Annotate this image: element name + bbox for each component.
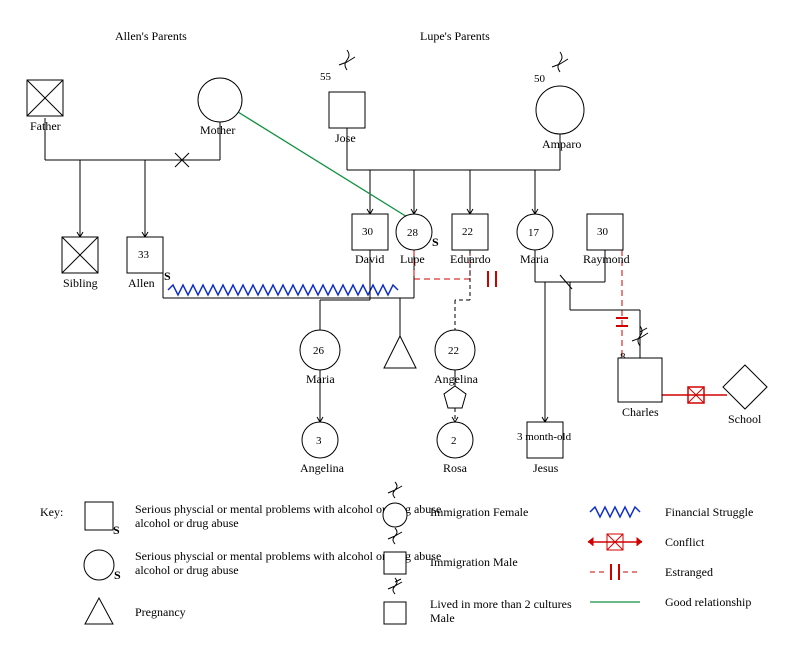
svg-text:Conflict: Conflict: [665, 535, 705, 549]
svg-text:S: S: [164, 269, 171, 283]
title-allen: Allen's Parents: [115, 29, 187, 43]
node-amparo: 50 Amparo: [534, 52, 584, 151]
svg-text:Lived in more than 2 cultures: Lived in more than 2 cultures: [430, 597, 572, 611]
legend-good: Good relationship: [590, 595, 751, 609]
svg-text:Pregnancy: Pregnancy: [135, 605, 186, 619]
svg-text:55: 55: [320, 71, 332, 83]
legend-multi-male: Lived in more than 2 cultures Male: [384, 578, 572, 625]
svg-text:Lupe: Lupe: [400, 252, 425, 266]
svg-text:Financial Struggle: Financial Struggle: [665, 505, 753, 519]
node-jose: 55 Jose: [320, 50, 365, 145]
svg-text:Angelina: Angelina: [434, 372, 479, 386]
node-school: School: [723, 365, 767, 426]
node-rosa: 2 Rosa: [437, 422, 473, 475]
svg-text:Maria: Maria: [520, 252, 549, 266]
node-pregnancy: [384, 336, 416, 368]
node-maria-sibling: 17 Maria: [517, 214, 553, 266]
genogram-diagram: Allen's Parents Lupe's Parents: [0, 0, 800, 672]
svg-text:Immigration Male: Immigration Male: [430, 555, 518, 569]
legend-estranged: Estranged: [590, 564, 713, 580]
node-angelina-partner: 22 Angelina: [434, 330, 479, 386]
svg-text:26: 26: [313, 345, 325, 357]
svg-text:S: S: [432, 235, 439, 249]
node-jesus: 3 month-old Jesus: [517, 422, 572, 475]
svg-text:Good relationship: Good relationship: [665, 595, 751, 609]
svg-text:Allen: Allen: [128, 276, 155, 290]
svg-text:Estranged: Estranged: [665, 565, 713, 579]
edge-good-relationship: [238, 112, 412, 220]
svg-text:Mother: Mother: [200, 123, 235, 137]
svg-text:2: 2: [451, 435, 457, 447]
svg-text:30: 30: [362, 226, 374, 238]
node-mother: Mother: [198, 78, 242, 137]
node-lupe: 28 S Lupe: [396, 214, 439, 266]
svg-text:22: 22: [448, 345, 459, 357]
svg-text:S: S: [113, 523, 120, 537]
node-raymond: 30 Raymond: [583, 214, 630, 266]
node-father: Father: [27, 80, 63, 133]
title-lupe: Lupe's Parents: [420, 29, 490, 43]
svg-text:School: School: [728, 412, 762, 426]
svg-text:alcohol or drug abuse: alcohol or drug abuse: [135, 563, 239, 577]
svg-text:Immigration Female: Immigration Female: [430, 505, 528, 519]
svg-text:Jose: Jose: [335, 131, 356, 145]
svg-text:33: 33: [138, 249, 150, 261]
svg-text:17: 17: [528, 227, 540, 239]
svg-text:Maria: Maria: [306, 372, 335, 386]
svg-text:Eduardo: Eduardo: [450, 252, 491, 266]
svg-text:alcohol or drug abuse: alcohol or drug abuse: [135, 516, 239, 530]
node-david: 30 David: [352, 214, 388, 266]
svg-text:3 month-old: 3 month-old: [517, 431, 572, 443]
svg-text:3: 3: [316, 435, 322, 447]
legend-conflict: Conflict: [588, 534, 705, 550]
svg-text:Jesus: Jesus: [533, 461, 559, 475]
legend-financial: Financial Struggle: [590, 505, 753, 519]
node-angelina-child: 3 Angelina: [300, 422, 345, 475]
svg-text:Male: Male: [430, 611, 455, 625]
svg-text:Charles: Charles: [622, 405, 659, 419]
node-allen: 33 S Allen: [127, 237, 171, 290]
svg-text:Angelina: Angelina: [300, 461, 345, 475]
svg-text:David: David: [355, 252, 384, 266]
legend-title: Key:: [40, 505, 63, 519]
svg-text:Rosa: Rosa: [443, 461, 468, 475]
svg-text:S: S: [114, 568, 121, 582]
svg-text:Raymond: Raymond: [583, 252, 630, 266]
node-maria-david: 26 Maria: [300, 330, 340, 386]
svg-text:Amparo: Amparo: [542, 137, 581, 151]
svg-text:28: 28: [407, 227, 419, 239]
svg-text:22: 22: [462, 226, 473, 238]
node-sibling: Sibling: [62, 237, 98, 290]
svg-text:Father: Father: [30, 119, 61, 133]
node-eduardo: 22 Eduardo: [450, 214, 491, 266]
svg-text:50: 50: [534, 73, 546, 85]
svg-text:Sibling: Sibling: [63, 276, 98, 290]
edge-financial-struggle: [168, 285, 398, 295]
svg-text:30: 30: [597, 226, 609, 238]
legend-triangle: Pregnancy: [85, 598, 186, 624]
